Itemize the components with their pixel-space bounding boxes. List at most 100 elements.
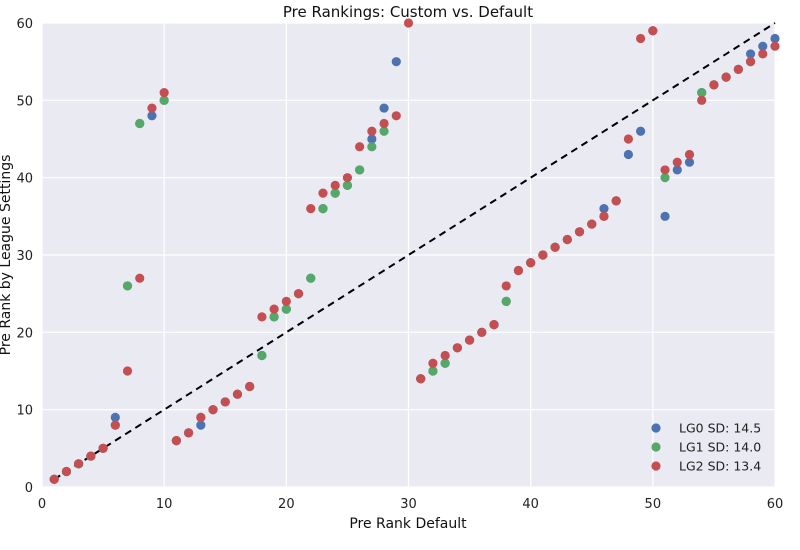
data-point: [501, 296, 511, 306]
legend-label: LG1 SD: 14.0: [679, 440, 761, 455]
data-point: [196, 420, 206, 430]
data-point: [660, 173, 670, 183]
data-point: [147, 103, 157, 113]
data-point: [416, 374, 426, 384]
y-tick-label: 0: [25, 481, 33, 496]
data-point: [245, 381, 255, 392]
data-point: [379, 126, 389, 136]
data-point: [770, 41, 780, 51]
x-tick-label: 60: [767, 497, 784, 512]
data-point: [550, 242, 560, 252]
data-point: [745, 57, 756, 67]
data-point: [403, 18, 414, 28]
data-point: [257, 350, 267, 361]
data-point: [74, 459, 84, 469]
data-point: [440, 350, 450, 361]
data-point: [623, 149, 634, 160]
data-point: [379, 103, 389, 113]
legend: LG0 SD: 14.5 LG1 SD: 14.0 LG2 SD: 13.4: [651, 421, 761, 474]
data-point: [159, 95, 169, 105]
data-point: [672, 165, 682, 175]
legend-marker: [651, 461, 661, 471]
y-tick-label: 20: [16, 326, 33, 341]
y-tick-label: 40: [16, 172, 33, 187]
data-point: [135, 118, 145, 129]
data-point: [367, 142, 377, 152]
x-axis-title: Pre Rank Default: [349, 516, 467, 532]
data-point: [391, 111, 401, 121]
data-point: [220, 397, 230, 407]
legend-label: LG2 SD: 13.4: [679, 459, 761, 474]
reference-diagonal-line: [53, 22, 776, 481]
data-point: [184, 428, 194, 438]
data-point: [98, 443, 108, 453]
data-points: [49, 18, 780, 484]
y-tick-labels: 0 10 20 30 40 50 60: [16, 17, 33, 496]
data-point: [501, 281, 511, 291]
data-point: [269, 304, 279, 314]
data-point: [611, 196, 621, 206]
data-point: [513, 265, 524, 276]
data-point: [122, 281, 133, 291]
data-point: [440, 358, 450, 368]
data-point: [110, 420, 120, 430]
data-point: [330, 180, 340, 190]
data-point: [464, 335, 475, 345]
data-point: [86, 451, 96, 461]
y-tick-label: 30: [16, 249, 33, 264]
x-tick-label: 0: [38, 497, 46, 512]
data-point: [623, 134, 634, 144]
data-point: [293, 289, 304, 299]
y-tick-label: 50: [16, 94, 33, 109]
data-point: [684, 149, 695, 160]
data-point: [660, 165, 670, 175]
data-point: [330, 188, 340, 198]
data-point: [61, 466, 72, 477]
legend-label: LG0 SD: 14.5: [679, 421, 761, 436]
data-point: [452, 343, 462, 353]
data-point: [660, 211, 670, 221]
data-point: [355, 165, 365, 175]
x-tick-label: 30: [400, 497, 417, 512]
data-point: [758, 49, 768, 59]
x-tick-labels: 0 10 20 30 40 50 60: [38, 497, 783, 512]
data-point: [526, 258, 536, 268]
data-point: [110, 412, 120, 422]
data-point: [257, 312, 267, 322]
data-point: [538, 250, 548, 260]
data-point: [721, 72, 731, 82]
data-point: [770, 33, 780, 44]
data-point: [318, 188, 328, 198]
data-point: [587, 219, 597, 229]
data-point: [697, 95, 707, 105]
data-point: [342, 180, 353, 190]
data-point: [306, 273, 316, 283]
data-point: [599, 204, 609, 214]
y-tick-label: 60: [16, 17, 33, 32]
data-point: [648, 26, 658, 36]
data-point: [355, 142, 365, 152]
data-point: [636, 33, 646, 44]
x-tick-label: 40: [522, 497, 539, 512]
data-point: [159, 88, 169, 98]
data-point: [562, 234, 572, 245]
data-point: [428, 358, 438, 368]
data-point: [733, 64, 743, 74]
x-tick-label: 50: [645, 497, 662, 512]
data-point: [208, 405, 218, 415]
data-point: [684, 157, 695, 167]
x-tick-label: 20: [278, 497, 295, 512]
data-point: [281, 296, 291, 306]
data-point: [758, 41, 768, 51]
data-point: [379, 118, 389, 129]
data-point: [367, 126, 377, 136]
data-point: [391, 57, 401, 67]
data-point: [489, 320, 499, 330]
legend-marker: [651, 423, 661, 433]
legend-marker: [651, 442, 661, 452]
y-tick-label: 10: [16, 404, 33, 419]
data-point: [599, 211, 609, 221]
data-point: [318, 204, 328, 214]
data-point: [122, 366, 133, 376]
